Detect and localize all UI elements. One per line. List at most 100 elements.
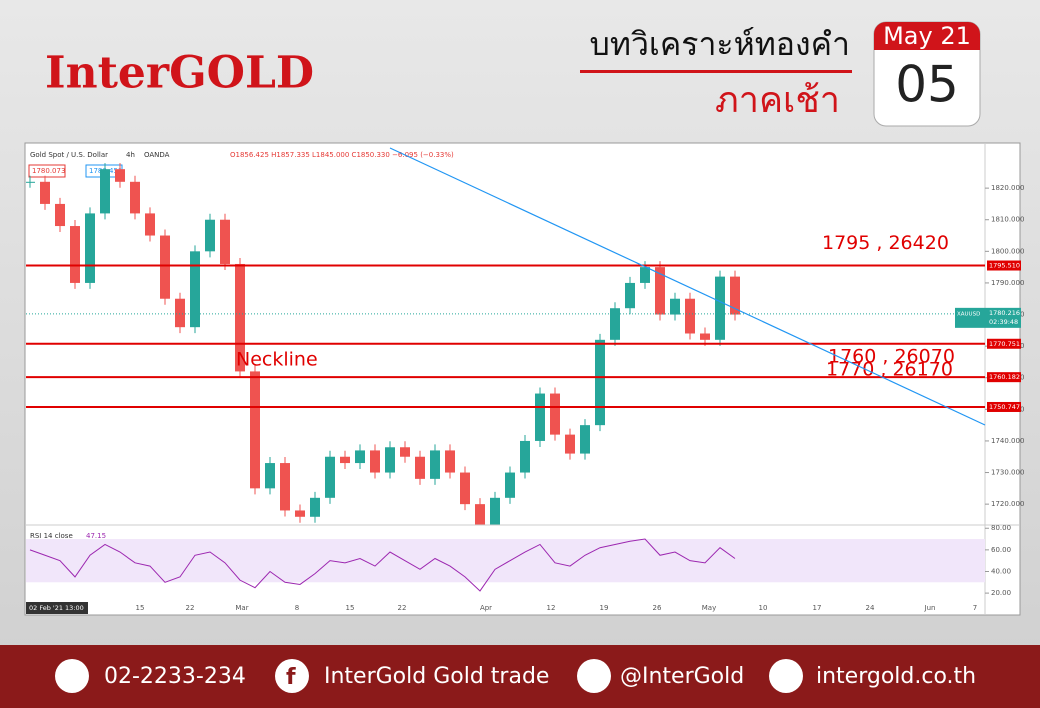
level-tag [987,338,1021,349]
level-annotation: 1770 , 26170 [826,358,953,380]
candle [415,456,425,479]
candle [565,434,575,454]
x-tick-label: 7 [973,604,977,612]
bid: 1780.073 [32,167,65,175]
y-tick-label: 1730.000 [991,469,1024,477]
candle [580,425,590,454]
candle [370,450,380,473]
candle [235,263,245,372]
y-tick-label: 1820.000 [991,184,1024,192]
x-tick-label: 12 [547,604,556,612]
x-tick-label: 22 [398,604,407,612]
level-label: 1770.751 [989,340,1020,348]
candle [115,169,125,182]
cursor-box [26,602,88,614]
x-tick-label: 19 [600,604,609,612]
y-tick-label: 1810.000 [991,216,1024,224]
candle [460,472,470,505]
line-id: @InterGold [620,664,744,689]
y-tick-label: 1720.000 [991,500,1024,508]
candle [430,450,440,479]
calendar-day: 05 [895,56,959,114]
symbol: Gold Spot / U.S. Dollar [30,151,108,159]
x-tick-label: 15 [136,604,145,612]
level-tag [987,260,1021,271]
rsi-value: 47.15 [86,532,106,540]
cursor-label: 02 Feb '21 13:00 [29,604,84,612]
title-underline [580,70,852,73]
web-icon [769,659,803,693]
candles [26,163,740,525]
candle [550,393,560,435]
rsi-tick-label: 20.00 [991,589,1011,597]
candle [535,393,545,441]
candle [40,181,50,204]
x-tick-label: 8 [295,604,299,612]
candle [145,213,155,236]
level-label: 1760.182 [989,373,1020,381]
rsi-band [26,539,985,583]
level-tag [987,372,1021,383]
candle [70,226,80,283]
rsi-tick-label: 80.00 [991,524,1011,532]
bid-box [28,164,66,178]
candle [625,282,635,309]
y-tick-label: 1800.000 [991,247,1024,255]
phone: 02-2233-234 [104,664,246,689]
x-tick-label: 22 [186,604,195,612]
facebook-glyph: f [286,665,296,690]
chart-panel [24,142,1021,616]
x-tick-label: May [702,604,716,612]
last-label: 1780.216 [989,309,1020,317]
last-tag [955,307,1021,328]
candle [205,219,215,252]
candle [385,447,395,473]
line-icon [577,659,611,693]
candle [340,456,350,464]
candle [160,235,170,299]
candle [295,510,305,517]
candle [445,450,455,473]
candle [610,308,620,340]
x-tick-label: 26 [653,604,662,612]
last-timer: 02:39:48 [989,318,1018,326]
rsi-tick-label: 40.00 [991,567,1011,575]
candle [655,267,665,315]
rsi-tick-label: 60.00 [991,546,1011,554]
candle [670,298,680,315]
candle [355,450,365,464]
candle [520,440,530,473]
title: บทวิเคราะห์ทองคำ [590,25,850,63]
calendar-month: May 21 [883,22,971,50]
x-tick-label: Mar [235,604,248,612]
candle [700,333,710,340]
candle [715,276,725,340]
candle [595,339,605,426]
footer-bar [0,645,1040,708]
source: OANDA [144,151,170,159]
ohlc: O1856.425 H1857.335 L1845.000 C1850.330 … [230,151,454,159]
calendar: May 21 05 [873,21,981,127]
candle [175,298,185,328]
level-annotation: 1760 , 26070 [828,346,955,368]
candle [475,504,485,525]
candle [100,169,110,214]
x-tick-label: 17 [813,604,822,612]
candle [130,181,140,214]
candle [730,276,740,315]
phone-icon [55,659,89,693]
candle [26,181,35,183]
x-tick-label: Jun [924,604,936,612]
website: intergold.co.th [816,664,976,689]
neckline: Neckline [236,349,318,371]
candle [250,371,260,489]
trend-line [389,147,986,426]
x-tick-label: 15 [346,604,355,612]
rsi-line [29,538,736,592]
candle [325,456,335,498]
candle [490,497,500,525]
candle [640,267,650,283]
level-label: 1750.747 [989,403,1020,411]
level-annotation: 1795 , 26420 [822,232,949,254]
